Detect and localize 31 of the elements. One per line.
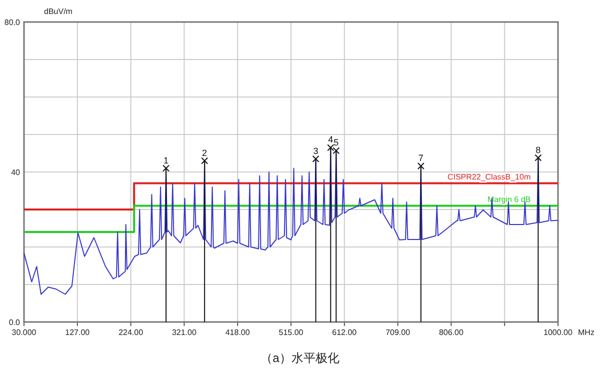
annotation: 8 <box>536 144 541 155</box>
x-tick-label: 321.00 <box>172 328 197 337</box>
annotation: 2 <box>202 148 208 158</box>
text: （a）水平极化 <box>260 351 340 365</box>
x-tick-label: 127.00 <box>65 328 90 337</box>
x-tick-label: 418.00 <box>225 328 250 337</box>
x-tick-label: 224.00 <box>118 328 144 337</box>
point <box>201 157 208 164</box>
annotation: 1 <box>164 155 169 166</box>
point <box>534 154 542 162</box>
x-tick-label: 30.000 <box>12 328 37 337</box>
y-tick-label: 40 <box>11 168 21 177</box>
y-tick-label: 80.0 <box>4 18 21 27</box>
point <box>162 164 170 172</box>
x-tick-label: 709.00 <box>386 328 411 337</box>
annotation: 5 <box>334 138 339 148</box>
series-label: Margin 6 dB <box>488 194 531 204</box>
y-tick-label: 0.0 <box>8 318 21 327</box>
point <box>312 155 320 162</box>
series-label: CISPR22_ClassB_10m <box>447 172 531 182</box>
y-axis-title: dBuV/m <box>44 7 73 16</box>
annotation: 3 <box>313 146 318 156</box>
x-tick-label: 1000.00 <box>544 328 574 337</box>
x-tick-label: 806.00 <box>438 328 464 337</box>
x-tick-label: 515.00 <box>278 328 304 337</box>
point <box>417 162 424 170</box>
annotation: 7 <box>418 153 424 163</box>
x-tick-label: 612.00 <box>332 328 358 337</box>
annotation: 4 <box>328 134 334 145</box>
x-axis-title: MHz <box>578 328 594 337</box>
point <box>327 144 334 152</box>
